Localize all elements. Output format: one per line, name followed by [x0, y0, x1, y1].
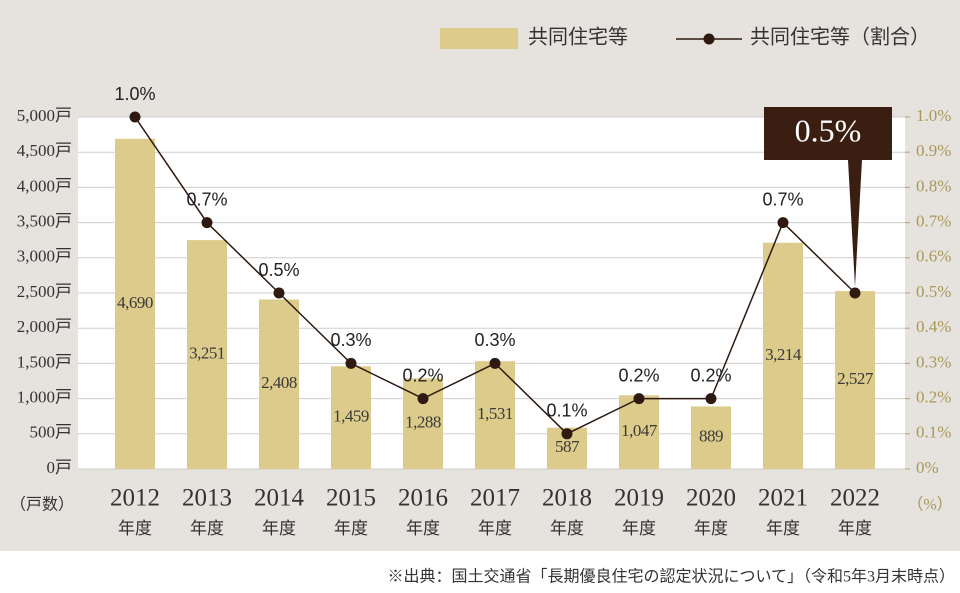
y2-tick-label: 0.1%: [916, 423, 951, 442]
line-value-label: 0.1%: [546, 401, 587, 421]
bar-value-label: 1,459: [333, 407, 369, 426]
x-tick-label: 2019: [614, 485, 664, 512]
x-tick-suffix: 年度: [118, 519, 152, 538]
y2-tick-label: 0.2%: [916, 388, 951, 407]
bar-value-label: 587: [555, 437, 580, 456]
line-point: [489, 357, 501, 369]
bar-value-label: 889: [699, 427, 723, 446]
x-tick-label: 2015: [326, 485, 376, 512]
bar-value-label: 1,047: [621, 421, 658, 440]
legend-dot: [703, 33, 715, 45]
bar-value-label: 2,527: [837, 369, 874, 388]
bar: [835, 291, 875, 469]
bar-value-label: 1,288: [405, 413, 441, 432]
x-tick-suffix: 年度: [262, 519, 296, 538]
x-tick-label: 2012: [110, 485, 160, 512]
legend-label: 共同住宅等: [528, 26, 628, 49]
callout-box: [764, 107, 892, 287]
x-tick-label: 2017: [470, 485, 520, 512]
line-value-label: 0.7%: [762, 189, 803, 209]
y2-tick-label: 0.5%: [916, 282, 951, 301]
x-tick-suffix: 年度: [478, 519, 512, 538]
line-value-label: 0.3%: [474, 330, 515, 350]
x-tick-label: 2013: [182, 485, 232, 512]
y-tick-label: 5,000戸: [17, 106, 72, 125]
y2-tick-label: 1.0%: [916, 106, 951, 125]
line-value-label: 0.2%: [402, 365, 443, 385]
y-tick-label: 1,000戸: [17, 388, 72, 407]
bar: [115, 138, 155, 469]
line-point: [273, 287, 285, 299]
line-value-label: 0.2%: [690, 365, 731, 385]
bar-value-label: 4,690: [117, 293, 153, 312]
y-tick-label: 4,000戸: [17, 176, 72, 195]
x-tick-label: 2016: [398, 485, 448, 512]
line-value-label: 0.5%: [258, 260, 299, 280]
y-tick-label: 0戸: [47, 458, 73, 477]
x-tick-label: 2021: [758, 485, 808, 512]
y2-tick-label: 0%: [916, 458, 939, 477]
y2-tick-label: 0.4%: [916, 317, 951, 336]
legend-swatch: [440, 28, 518, 49]
x-tick-label: 2014: [254, 485, 305, 512]
x-tick-suffix: 年度: [334, 519, 368, 538]
bar-value-label: 3,214: [765, 345, 802, 364]
line-point: [201, 217, 213, 229]
y2-tick-label: 0.6%: [916, 247, 951, 266]
bar: [331, 366, 371, 469]
line-value-label: 0.2%: [618, 365, 659, 385]
line-value-label: 0.7%: [186, 189, 227, 209]
bar: [259, 299, 299, 469]
y2-tick-label: 0.9%: [916, 141, 951, 160]
callout-label: 0.5%: [795, 112, 862, 148]
line-value-label: 1.0%: [114, 84, 155, 104]
y-tick-label: 4,500戸: [17, 141, 72, 160]
bar-value-label: 3,251: [189, 343, 225, 362]
bar: [763, 242, 803, 469]
y2-tick-label: 0.8%: [916, 176, 951, 195]
bar-value-label: 2,408: [261, 373, 297, 392]
x-tick-suffix: 年度: [550, 519, 584, 538]
line-point: [345, 357, 357, 369]
source-note: ※出典：国土交通省「長期優良住宅の認定状況について」（令和5年3月末時点）: [387, 568, 955, 586]
line-point: [705, 393, 717, 405]
x-tick-suffix: 年度: [766, 519, 800, 538]
bar: [691, 406, 731, 469]
line-point: [417, 393, 429, 405]
line-point: [633, 393, 645, 405]
bar: [619, 395, 659, 469]
y-tick-label: 3,500戸: [17, 212, 72, 231]
y-tick-label: 2,000戸: [17, 317, 72, 336]
y-tick-label: 2,500戸: [17, 282, 72, 301]
x-tick-label: 2020: [686, 485, 736, 512]
bar: [475, 361, 515, 469]
x-tick-suffix: 年度: [838, 519, 872, 538]
bar-value-label: 1,531: [477, 404, 513, 423]
y2-tick-label: 0.3%: [916, 352, 951, 371]
y-tick-label: 500戸: [30, 423, 73, 442]
x-tick-suffix: 年度: [622, 519, 656, 538]
line-point: [777, 217, 789, 229]
y-unit: （戸数）: [10, 496, 74, 514]
x-tick-suffix: 年度: [694, 519, 728, 538]
x-tick-suffix: 年度: [190, 519, 224, 538]
bar: [187, 240, 227, 469]
y-tick-label: 3,000戸: [17, 247, 72, 266]
legend-label: 共同住宅等（割合）: [750, 26, 930, 49]
line-point: [561, 428, 573, 440]
y-tick-label: 1,500戸: [17, 352, 72, 371]
x-tick-label: 2018: [542, 485, 592, 512]
x-tick-label: 2022: [830, 485, 880, 512]
line-point: [849, 287, 861, 299]
line-value-label: 0.3%: [330, 330, 371, 350]
y2-unit: （%）: [907, 496, 952, 514]
y2-tick-label: 0.7%: [916, 212, 951, 231]
line-point: [129, 111, 141, 123]
x-tick-suffix: 年度: [406, 519, 440, 538]
